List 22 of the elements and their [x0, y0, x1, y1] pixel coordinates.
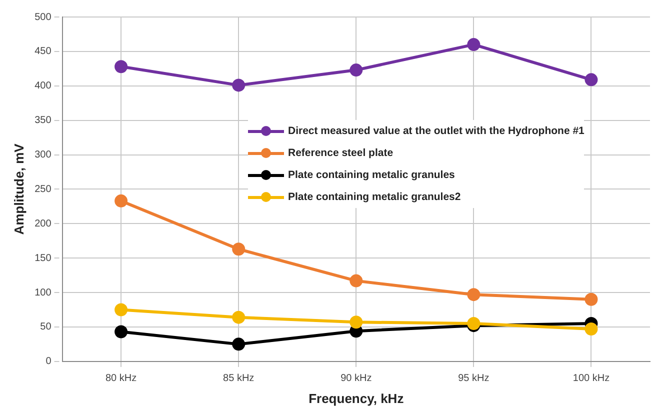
y-tick-label: 250 [34, 184, 52, 195]
y-tick-label: 450 [34, 46, 52, 58]
x-tick-label: 100 kHz [572, 373, 610, 384]
y-tick-label: 400 [34, 80, 52, 92]
y-tick-label: 500 [34, 12, 52, 23]
y-tick-label: 300 [34, 150, 52, 161]
y-tick-label: 100 [34, 287, 52, 298]
y-tick-label: 350 [34, 115, 52, 126]
y-tick-label: 50 [40, 322, 52, 333]
y-tick-label: 150 [34, 252, 52, 264]
x-tick-label: 95 kHz [458, 373, 490, 384]
y-axis-title: Amplitude, mV [11, 143, 26, 235]
x-tick-label: 90 kHz [340, 373, 372, 384]
x-axis-title: Frequency, kHz [308, 390, 404, 406]
y-tick-label: 0 [46, 356, 52, 368]
legend-label: Direct measured value at the outlet with the Hydrophone #1 [288, 125, 584, 137]
x-tick-label: 80 kHz [105, 373, 137, 384]
legend-label: Plate containing metalic granules [288, 169, 455, 181]
legend-label: Plate containing metalic granules2 [288, 191, 461, 203]
y-tick-label: 200 [34, 218, 52, 230]
legend-label: Reference steel plate [288, 147, 394, 159]
x-tick-label: 85 kHz [223, 373, 254, 384]
